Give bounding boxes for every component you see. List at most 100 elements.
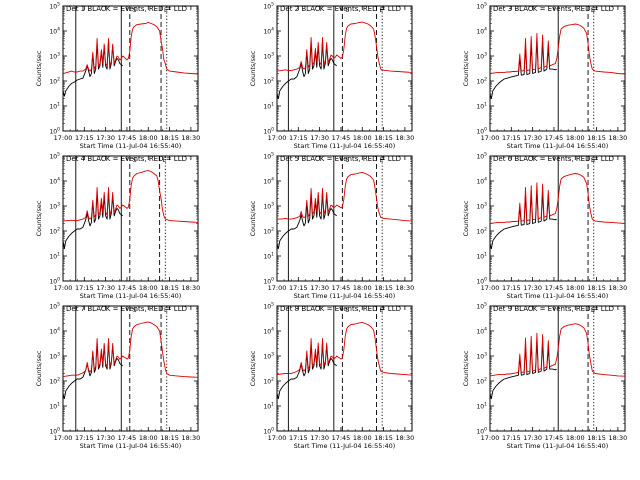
series-lld <box>62 321 199 378</box>
x-tick-label: 17:45 <box>545 434 564 442</box>
y-tick-label: 102 <box>476 77 487 86</box>
y-tick-label: 100 <box>476 277 487 286</box>
x-tick-label: 17:30 <box>96 434 115 442</box>
x-tick-label: 17:00 <box>54 434 73 442</box>
y-tick-label: 101 <box>263 252 274 261</box>
x-tick-label: 18:00 <box>139 434 158 442</box>
y-tick-label: 100 <box>49 127 60 136</box>
x-tick-label: 18:00 <box>353 284 372 292</box>
y-tick-label: 105 <box>476 152 487 161</box>
end-marker: E <box>379 157 383 164</box>
x-tick-label: 18:30 <box>609 134 628 142</box>
start-marker: S <box>591 307 595 314</box>
y-tick-label: 103 <box>476 202 487 211</box>
x-tick-label: 17:15 <box>289 134 308 142</box>
panel-1: Det 1 BLACK = Events, RED = LLD Counts/se… <box>35 2 200 151</box>
x-tick-label: 17:30 <box>96 284 115 292</box>
start-marker: S <box>133 157 137 164</box>
panel-6: Det 6 BLACK = Events, RED = LLD Counts/se… <box>462 152 627 301</box>
start-marker: S <box>345 307 349 314</box>
series-lld <box>62 170 199 223</box>
y-axis-label: Counts/sec <box>35 50 43 86</box>
y-tick-label: 103 <box>49 352 60 361</box>
plot-frame <box>489 155 626 282</box>
x-tick-label: 17:30 <box>310 284 329 292</box>
panel-4: Det 4 BLACK = Events, RED = LLD Counts/se… <box>35 152 200 301</box>
y-axis-label: Counts/sec <box>249 200 257 236</box>
end-marker: E <box>591 7 595 14</box>
series-events <box>489 340 558 399</box>
x-tick-label: 18:30 <box>396 134 415 142</box>
series-events <box>276 341 337 399</box>
start-marker: S <box>345 7 349 14</box>
x-tick-label: 17:45 <box>118 434 137 442</box>
start-marker: S <box>345 157 349 164</box>
series-lld <box>489 23 626 75</box>
start-marker: S <box>133 7 137 14</box>
y-tick-label: 105 <box>49 2 60 11</box>
x-tick-label: 18:00 <box>566 284 585 292</box>
series-events <box>62 40 123 97</box>
x-tick-label: 18:30 <box>182 284 201 292</box>
y-tick-label: 101 <box>263 402 274 411</box>
panel-3: Det 3 BLACK = Events, RED = LLD Counts/se… <box>462 2 627 151</box>
y-tick-label: 105 <box>263 2 274 11</box>
y-tick-label: 100 <box>476 127 487 136</box>
x-tick-label: 17:00 <box>268 434 287 442</box>
y-axis-label: Counts/sec <box>462 50 470 86</box>
start-marker: S <box>591 7 595 14</box>
y-tick-label: 104 <box>476 177 487 186</box>
y-tick-label: 104 <box>476 327 487 336</box>
x-tick-label: 18:15 <box>374 134 393 142</box>
x-tick-label: 18:30 <box>609 284 628 292</box>
y-tick-label: 103 <box>263 52 274 61</box>
y-axis-label: Counts/sec <box>462 200 470 236</box>
y-axis-label: Counts/sec <box>462 350 470 386</box>
y-tick-label: 101 <box>49 252 60 261</box>
y-tick-label: 101 <box>476 102 487 111</box>
end-marker: E <box>591 307 595 314</box>
y-tick-label: 100 <box>263 277 274 286</box>
plot-frame <box>489 305 626 432</box>
x-tick-label: 17:30 <box>523 434 542 442</box>
y-axis-label: Counts/sec <box>249 50 257 86</box>
x-axis-label: Start Time (11-Jul-04 16:55:40) <box>507 142 609 150</box>
y-tick-label: 100 <box>49 427 60 436</box>
x-tick-label: 17:30 <box>96 134 115 142</box>
end-marker: E <box>591 157 595 164</box>
x-tick-label: 17:45 <box>332 134 351 142</box>
y-tick-label: 101 <box>49 402 60 411</box>
x-tick-label: 18:15 <box>160 134 179 142</box>
y-axis-label: Counts/sec <box>35 200 43 236</box>
x-tick-label: 18:15 <box>587 134 606 142</box>
plot-frame <box>276 155 413 282</box>
y-tick-label: 103 <box>49 202 60 211</box>
series-lld <box>489 173 626 224</box>
end-marker: E <box>163 157 167 164</box>
x-tick-label: 18:30 <box>182 134 201 142</box>
y-axis-label: Counts/sec <box>249 350 257 386</box>
y-tick-label: 102 <box>263 377 274 386</box>
panel-9: Det 9 BLACK = Events, RED = LLD Counts/se… <box>462 302 627 451</box>
x-tick-label: 18:15 <box>587 284 606 292</box>
y-tick-label: 102 <box>476 227 487 236</box>
x-tick-label: 18:30 <box>396 284 415 292</box>
y-tick-label: 100 <box>263 127 274 136</box>
y-tick-label: 105 <box>476 2 487 11</box>
x-axis-label: Start Time (11-Jul-04 16:55:40) <box>80 292 182 300</box>
x-tick-label: 17:45 <box>332 434 351 442</box>
x-axis-label: Start Time (11-Jul-04 16:55:40) <box>80 142 182 150</box>
x-tick-label: 17:15 <box>289 434 308 442</box>
y-tick-label: 100 <box>49 277 60 286</box>
x-tick-label: 17:45 <box>545 284 564 292</box>
y-tick-label: 105 <box>476 302 487 311</box>
x-tick-label: 17:45 <box>118 284 137 292</box>
series-events <box>62 190 123 249</box>
series-events <box>62 340 123 399</box>
x-tick-label: 17:30 <box>523 284 542 292</box>
x-tick-label: 18:15 <box>160 284 179 292</box>
y-tick-label: 103 <box>49 52 60 61</box>
x-tick-label: 17:00 <box>481 134 500 142</box>
x-tick-label: 17:30 <box>310 434 329 442</box>
